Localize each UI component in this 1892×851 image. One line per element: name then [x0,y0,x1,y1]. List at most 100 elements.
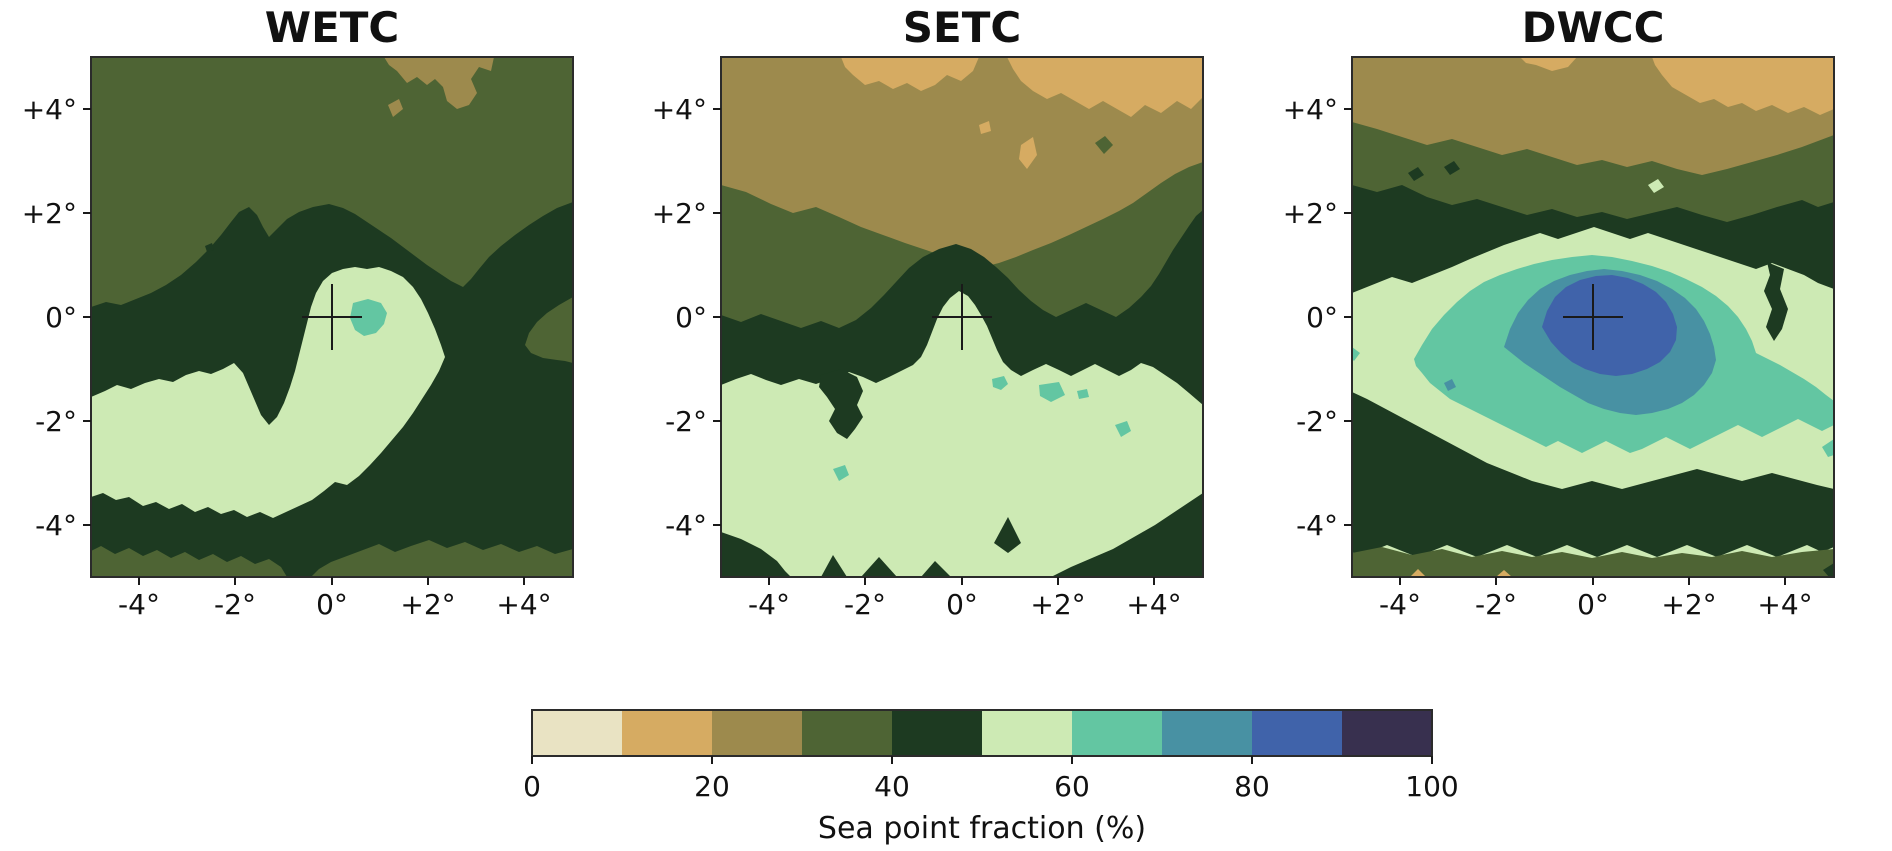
setc-band-40-50-south-tri-b [861,557,897,577]
panel-setc [721,57,1203,577]
wetc-ytick-4: -4° [35,509,77,542]
setc-band-60-70-spot-e [833,465,849,481]
setc-xtick-1: -2° [844,588,886,621]
wetc-xtick-3: +2° [400,588,455,621]
setc-band-10-20-spot-a [1019,137,1037,169]
dwcc-band-70-80-dot [1444,379,1456,391]
colorbar-tick-20: 20 [694,770,730,803]
wetc-center-marker [302,284,362,350]
dwcc-band-10-20-south-dot-a [1410,569,1426,577]
dwcc-band-10-20-south-dot-b [1496,570,1512,577]
setc-band-30-40-island [1095,136,1113,154]
colorbar-segment-50-60 [982,710,1072,756]
setc-ytick-3: -2° [665,405,707,438]
setc-band-40-50-tongue-west [819,369,863,439]
colorbar-tick-0: 0 [523,770,541,803]
dwcc-band-80-90-core [1542,275,1677,376]
panel-title-dwcc: DWCC [1522,3,1665,52]
dwcc-ytick-4: -4° [1296,509,1338,542]
setc-xtick-3: +2° [1030,588,1085,621]
wetc-xtick-1: -2° [214,588,256,621]
setc-xtick-0: -4° [748,588,790,621]
panel-wetc [91,57,573,577]
setc-band-40-50-southeast [1051,493,1203,577]
dwcc-axes-ticks: -4° -2° 0° +2° +4° +4° +2° 0° -2° -4° [1283,93,1813,621]
setc-band-40-50-island [994,517,1021,553]
setc-band-60-70-spot-b [1039,382,1065,402]
wetc-xtick-4: +4° [496,588,551,621]
dwcc-xtick-0: -4° [1379,588,1421,621]
setc-band-50-60-region [721,291,1203,577]
dwcc-center-marker [1563,284,1623,350]
colorbar-tick-100: 100 [1405,770,1458,803]
dwcc-band-40-50-corner-wedge [1823,563,1834,577]
dwcc-band-60-70-west-spot [1352,347,1360,361]
wetc-ytick-0: +4° [22,93,77,126]
setc-ytick-0: +4° [652,93,707,126]
dwcc-band-40-50-south [1352,392,1834,557]
setc-ytick-1: +2° [652,197,707,230]
dwcc-ytick-2: 0° [1306,301,1338,334]
colorbar-segment-80-90 [1252,710,1342,756]
colorbar-tick-80: 80 [1234,770,1270,803]
setc-band-40-50-south-tri-c [921,561,951,577]
dwcc-xtick-1: -2° [1475,588,1517,621]
dwcc-band-30-40-south-strip [1352,547,1834,577]
colorbar-segment-30-40 [802,710,892,756]
setc-center-marker [932,284,992,350]
setc-ytick-2: 0° [675,301,707,334]
colorbar-segment-10-20 [622,710,712,756]
colorbar-axis-label: Sea point fraction (%) [818,811,1146,846]
dwcc-band-40-50-diamond-east [1800,251,1818,267]
wetc-ytick-3: -2° [35,405,77,438]
setc-band-60-70-spot-c [1077,389,1089,399]
colorbar-segment-60-70 [1072,710,1162,756]
colorbar-segment-20-30 [712,710,802,756]
dwcc-band-10-20-patch-b [1652,57,1834,115]
colorbar-tick-60: 60 [1054,770,1090,803]
wetc-ytick-2: 0° [45,301,77,334]
dwcc-band-40-50-speck-b [1444,161,1460,175]
wetc-band-60-70-spot [350,299,387,336]
panel-title-setc: SETC [903,3,1021,52]
wetc-band-20-30-dot [388,99,403,117]
wetc-band-40-50-speck [205,243,214,252]
dwcc-ytick-3: -2° [1296,405,1338,438]
panel-dwcc [1352,57,1834,577]
setc-xtick-2: 0° [946,588,978,621]
dwcc-xtick-3: +2° [1661,588,1716,621]
setc-band-40-50-south-tri-a [821,555,847,577]
colorbar-segment-90-100 [1342,710,1432,756]
wetc-xtick-2: 0° [316,588,348,621]
setc-band-60-70-spot-a [992,376,1008,390]
setc-band-60-70-spot-d [1115,421,1131,437]
setc-xtick-4: +4° [1126,588,1181,621]
dwcc-band-50-60-hole [1648,179,1664,193]
colorbar-border [531,709,1433,757]
colorbar-segment-40-50 [892,710,982,756]
dwcc-band-40-50-speck-a [1408,167,1424,181]
wetc-band-20-30-patch [384,57,494,109]
colorbar-segment-0-10 [532,710,622,756]
dwcc-xtick-4: +4° [1757,588,1812,621]
setc-band-10-20-patch-east [1007,57,1203,117]
setc-ytick-4: -4° [665,509,707,542]
setc-band-10-20-patch-west [841,57,979,91]
setc-axes-ticks: -4° -2° 0° +2° +4° +4° +2° 0° -2° -4° [652,93,1182,621]
wetc-ytick-1: +2° [22,197,77,230]
colorbar: 0 20 40 60 80 100 Sea point fraction (%) [523,709,1459,846]
colorbar-segment-70-80 [1162,710,1252,756]
colorbar-tick-40: 40 [874,770,910,803]
dwcc-band-40-50-tongue-east [1764,262,1788,341]
wetc-xtick-0: -4° [118,588,160,621]
dwcc-band-60-70-edge-spot [1822,439,1834,457]
dwcc-ytick-1: +2° [1283,197,1338,230]
dwcc-xtick-2: 0° [1577,588,1609,621]
dwcc-band-10-20-patch-a [1520,57,1577,71]
setc-band-40-50-south-corner [721,532,791,577]
wetc-axes-ticks: -4° -2° 0° +2° +4° +4° +2° 0° -2° -4° [22,93,552,621]
setc-band-10-20-spot-b [979,121,991,134]
dwcc-ytick-0: +4° [1283,93,1338,126]
